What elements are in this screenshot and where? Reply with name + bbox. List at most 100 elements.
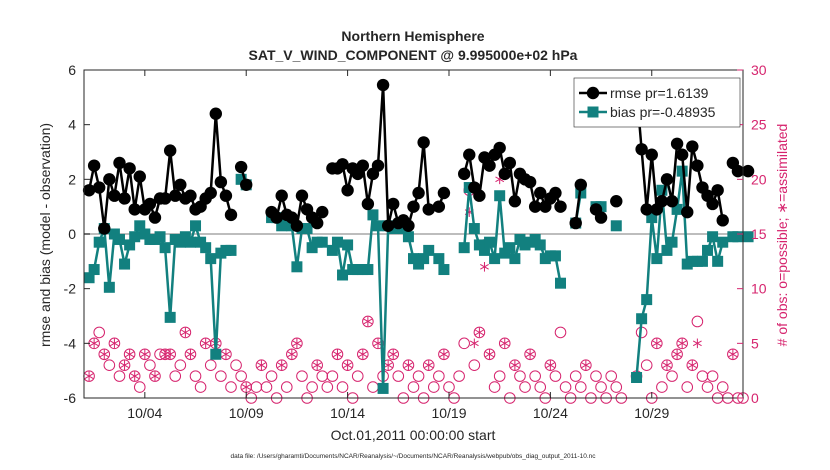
rmse-point [240,178,253,191]
obs-assimilated-stroke [130,373,140,379]
bias-point [362,264,374,276]
rmse-point [665,195,679,208]
rmse-point [376,78,390,92]
obs-assimilated-stroke [485,351,494,358]
obs-assimilated-stroke [383,362,393,369]
bias-point [494,190,506,202]
obs-possible-marker [529,370,541,382]
obs-possible-marker [402,359,415,372]
rmse-point [569,216,582,230]
rmse-point [204,186,217,200]
y2-axis-label: # of obs: o=possible; ∗=assimilated [774,124,790,347]
rmse-point [594,211,608,224]
y2-tick-label: 15 [751,226,767,242]
obs-possible-marker [569,370,582,382]
rmse-point [113,156,126,170]
x-tick-label: 10/24 [533,405,568,421]
obs-assimilated-marker [388,349,398,360]
obs-possible-marker [275,359,288,372]
obs-assimilated-stroke [333,351,342,358]
obs-possible-marker [671,348,683,361]
obs-assimilated-marker [120,360,129,370]
bias-point [337,269,349,281]
obs-assimilated-marker [89,338,99,349]
chart-subtitle: SAT_V_WIND_COMPONENT @ 9.995000e+02 hPa [249,47,578,63]
obs-assimilated-marker [404,360,413,370]
rmse-point [574,178,587,191]
y-tick-label: -4 [64,335,77,351]
rmse-point [184,189,197,202]
rmse-point [275,189,288,202]
obs-assimilated-stroke [241,384,251,390]
rmse-point [731,164,745,178]
obs-possible-marker [676,337,688,350]
obs-assimilated-stroke [474,329,484,336]
obs-possible-marker [691,315,704,328]
rmse-point [123,162,136,175]
obs-possible-marker [392,370,405,382]
obs-assimilated-marker [312,360,322,370]
rmse-point [655,195,669,208]
obs-possible-marker [438,348,450,361]
obs-possible-marker [336,381,349,393]
bias-point [134,220,146,232]
obs-assimilated-marker [652,338,662,349]
bias-point [468,223,480,235]
obs-assimilated-stroke [277,362,287,369]
bias-point [124,239,136,251]
rmse-point [128,203,141,216]
rmse-point [133,170,146,183]
rmse-point [640,203,653,216]
obs-possible-marker [554,326,567,339]
rmse-point [686,140,699,153]
obs-possible-marker [701,381,714,393]
rmse-point [422,203,435,216]
bias-point [88,264,100,276]
obs-assimilated-stroke [84,373,94,379]
series-rmse [82,78,755,235]
obs-possible-marker [574,381,587,393]
obs-possible-marker [509,359,521,372]
obs-assimilated-marker [687,360,697,370]
obs-possible-marker [519,381,531,393]
obs-assimilated-marker [677,338,687,349]
rmse-point [214,175,228,189]
obs-assimilated-stroke [180,329,190,336]
obs-possible-marker [291,337,303,350]
obs-assimilated-marker [728,349,738,360]
obs-assimilated-marker [500,338,510,349]
rmse-point [103,173,116,186]
obs-possible-marker [113,370,126,382]
obs-possible-marker [549,370,562,382]
rmse-point [356,159,370,172]
obs-possible-marker [544,359,557,372]
bias-point [331,236,343,248]
bias-point [433,253,445,265]
bias-point [489,253,501,265]
bias-point [478,244,490,256]
rmse-point [660,173,674,186]
obs-assimilated-marker [662,360,672,370]
obs-assimilated-stroke [201,340,211,347]
rmse-point [174,178,187,191]
obs-possible-marker [488,381,501,393]
obs-possible-marker [149,370,161,382]
obs-assimilated-marker [581,360,591,370]
obs-possible-marker [169,370,182,382]
rmse-point [234,160,248,174]
rmse-point [361,197,375,211]
obs-assimilated-stroke [480,263,489,270]
obs-assimilated-marker [333,349,342,360]
obs-possible-marker [189,370,202,382]
y2-tick-label: 5 [751,335,759,351]
obs-possible-marker [215,370,227,382]
y-axis-label: rmse and bias (model - observation) [37,123,53,347]
y2-tick-label: 0 [751,390,759,406]
obs-possible-marker [453,370,465,382]
rmse-point [371,159,385,172]
obs-possible-marker [387,348,400,361]
bias-point [555,277,567,289]
obs-possible-marker [326,370,339,382]
obs-assimilated-marker [692,338,702,349]
rmse-point [148,211,162,224]
